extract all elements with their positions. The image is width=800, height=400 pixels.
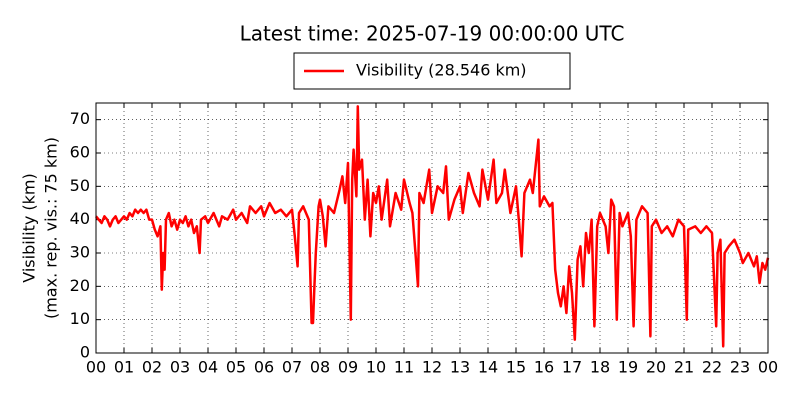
- x-tick-label: 22: [702, 358, 722, 377]
- x-tick-label: 08: [310, 358, 330, 377]
- x-tick-label: 04: [198, 358, 218, 377]
- x-tick-label: 09: [338, 358, 358, 377]
- x-tick-label: 12: [422, 358, 442, 377]
- y-tick-label: 0: [80, 343, 90, 362]
- y-tick-label: 20: [70, 276, 90, 295]
- x-tick-label: 14: [478, 358, 498, 377]
- x-tick-label: 17: [562, 358, 582, 377]
- y-axis-label: Visibility (km): [20, 173, 39, 282]
- x-tick-label: 21: [674, 358, 694, 377]
- x-tick-label: 01: [114, 358, 134, 377]
- plot-frame: [95, 102, 769, 354]
- chart-title: Latest time: 2025-07-19 00:00:00 UTC: [240, 22, 625, 46]
- y-tick-label: 50: [70, 176, 90, 195]
- y-tick-label: 60: [70, 143, 90, 162]
- x-tick-label: 07: [282, 358, 302, 377]
- x-tick-label: 11: [394, 358, 414, 377]
- y-tick-label: 40: [70, 209, 90, 228]
- x-tick-label: 00: [86, 358, 106, 377]
- y-axis-label: (max. rep. vis.: 75 km): [42, 137, 61, 319]
- y-tick-label: 30: [70, 243, 90, 262]
- x-tick-label: 23: [730, 358, 750, 377]
- y-tick-label: 70: [70, 109, 90, 128]
- x-tick-label: 18: [590, 358, 610, 377]
- x-tick-label: 20: [646, 358, 666, 377]
- y-tick-label: 10: [70, 309, 90, 328]
- x-tick-label: 16: [534, 358, 554, 377]
- x-tick-label: 03: [170, 358, 190, 377]
- x-tick-label: 02: [142, 358, 162, 377]
- legend-label: Visibility (28.546 km): [356, 61, 527, 80]
- x-tick-label: 05: [226, 358, 246, 377]
- x-tick-label: 00: [758, 358, 778, 377]
- x-tick-label: 19: [618, 358, 638, 377]
- x-tick-label: 06: [254, 358, 274, 377]
- x-tick-label: 15: [506, 358, 526, 377]
- series-line: [95, 105, 770, 348]
- x-tick-label: 13: [450, 358, 470, 377]
- x-tick-label: 10: [366, 358, 386, 377]
